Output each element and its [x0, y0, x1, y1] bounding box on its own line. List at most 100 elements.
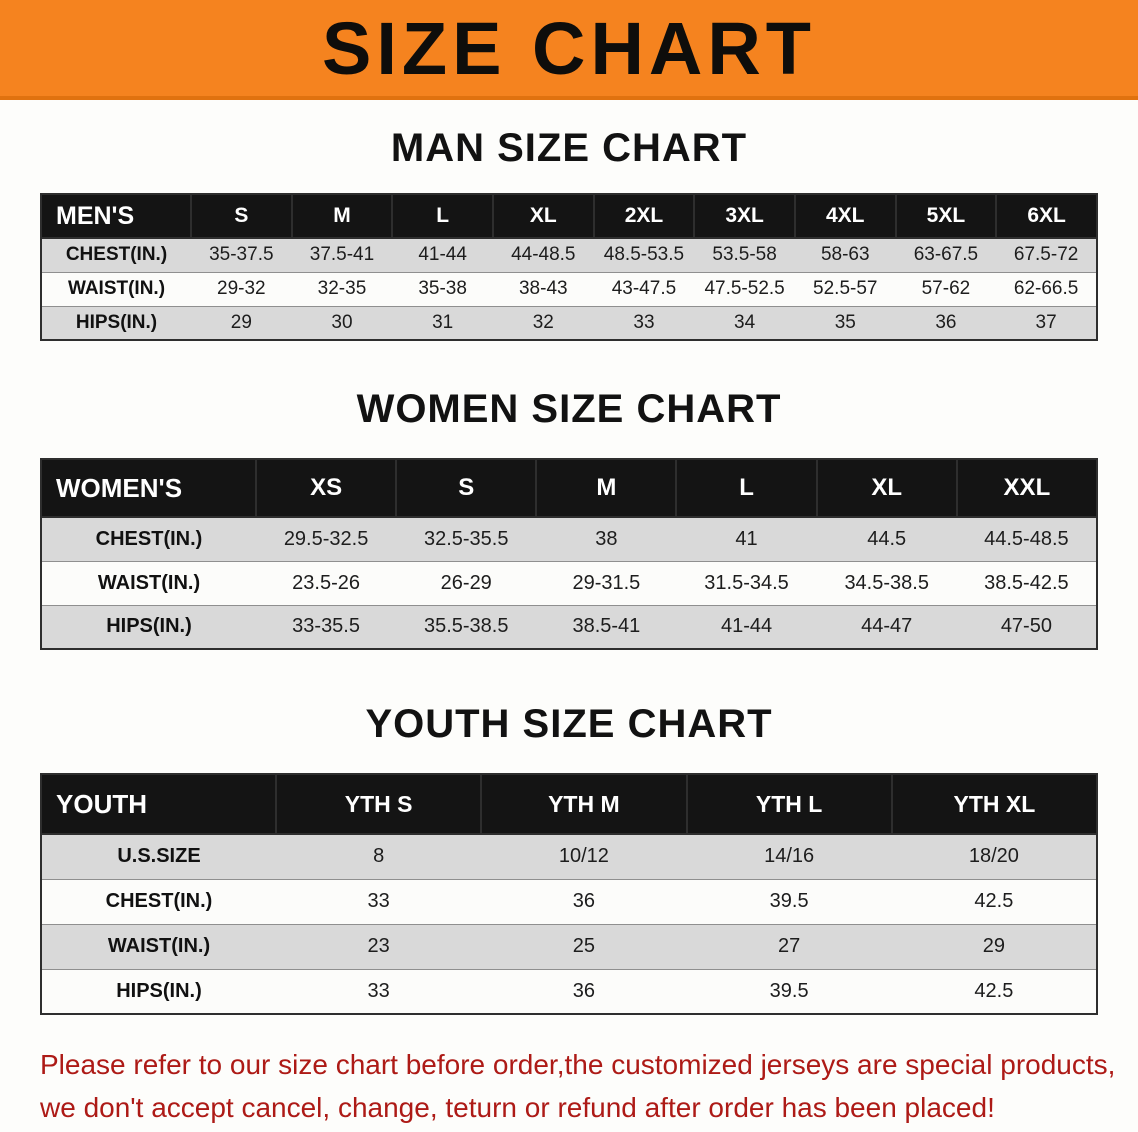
- data-cell: 41: [676, 516, 817, 562]
- size-header-cell: 4XL: [793, 193, 897, 239]
- data-cell: 33: [276, 968, 482, 1015]
- data-cell: 34: [694, 305, 795, 341]
- data-cell: 63-67.5: [895, 237, 997, 273]
- data-cell: 29: [191, 305, 292, 341]
- data-cell: 44-48.5: [492, 237, 594, 273]
- row-label-cell: WAIST(IN.): [41, 560, 256, 606]
- data-cell: 32: [492, 305, 594, 341]
- data-cell: 23: [276, 923, 482, 970]
- row-label-cell: CHEST(IN.): [41, 878, 276, 925]
- row-label-cell: CHEST(IN.): [41, 237, 191, 273]
- data-cell: 36: [481, 968, 687, 1015]
- table-header-row: MEN'S S M L XL 2XL 3XL 4XL 5XL 6XL: [40, 193, 1098, 239]
- data-cell: 36: [481, 878, 687, 925]
- data-cell: 47.5-52.5: [694, 271, 795, 307]
- data-cell: 8: [276, 833, 482, 880]
- data-cell: 33: [593, 305, 695, 341]
- table-row: WAIST(IN.) 23 25 27 29: [41, 923, 1097, 970]
- data-cell: 35: [794, 305, 896, 341]
- data-cell: 62-66.5: [996, 271, 1097, 307]
- data-cell: 29: [891, 923, 1097, 970]
- table-row: U.S.SIZE 8 10/12 14/16 18/20: [41, 833, 1097, 880]
- data-cell: 48.5-53.5: [593, 237, 695, 273]
- size-header-cell: YTH S: [274, 773, 483, 835]
- data-cell: 31: [392, 305, 493, 341]
- row-label-cell: U.S.SIZE: [41, 833, 276, 880]
- data-cell: 37: [996, 305, 1097, 341]
- data-cell: 44.5: [816, 516, 957, 562]
- row-label-cell: CHEST(IN.): [41, 516, 256, 562]
- size-header-cell: 3XL: [693, 193, 796, 239]
- data-cell: 38.5-42.5: [956, 560, 1097, 606]
- youth-section: YOUTH SIZE CHART YOUTH YTH S YTH M YTH L YTH…: [0, 702, 1138, 1015]
- men-section: MAN SIZE CHART MEN'S S M L XL 2XL 3XL 4XL 5XL 6XL…: [0, 126, 1138, 341]
- size-header-cell: M: [535, 458, 678, 518]
- table-row: HIPS(IN.) 29 30 31 32 33 34 35 36 37: [41, 305, 1097, 341]
- table-row: CHEST(IN.) 33 36 39.5 42.5: [41, 878, 1097, 925]
- data-cell: 30: [291, 305, 393, 341]
- data-cell: 53.5-58: [694, 237, 795, 273]
- row-label-cell: HIPS(IN.): [41, 305, 191, 341]
- table-row: HIPS(IN.) 33-35.5 35.5-38.5 38.5-41 41-44 44-…: [41, 604, 1097, 650]
- data-cell: 35.5-38.5: [396, 604, 537, 650]
- size-header-cell: M: [290, 193, 394, 239]
- disclaimer-line-2: we don't accept cancel, change, teturn o…: [40, 1092, 995, 1124]
- data-cell: 33-35.5: [256, 604, 397, 650]
- size-header-cell: YTH L: [685, 773, 893, 835]
- data-cell: 36: [895, 305, 997, 341]
- size-header-cell: YTH M: [480, 773, 688, 835]
- row-label-cell: WAIST(IN.): [41, 923, 276, 970]
- table-row: CHEST(IN.) 29.5-32.5 32.5-35.5 38 41 44.5 44.5…: [41, 516, 1097, 562]
- data-cell: 27: [686, 923, 892, 970]
- table-row: HIPS(IN.) 33 36 39.5 42.5: [41, 968, 1097, 1015]
- youth-size-table: YOUTH YTH S YTH M YTH L YTH XL U.S.SIZE 8 10/12…: [40, 773, 1099, 1015]
- table-row: WAIST(IN.) 23.5-26 26-29 29-31.5 31.5-34.5 34…: [41, 560, 1097, 606]
- size-header-cell: XS: [254, 458, 398, 518]
- data-cell: 26-29: [396, 560, 537, 606]
- table-title-cell: YOUTH: [40, 773, 277, 835]
- data-cell: 29-31.5: [536, 560, 677, 606]
- data-cell: 32-35: [291, 271, 393, 307]
- women-section-heading: WOMEN SIZE CHART: [356, 387, 782, 431]
- data-cell: 35-38: [392, 271, 493, 307]
- data-cell: 25: [481, 923, 687, 970]
- size-header-cell: 5XL: [894, 193, 998, 239]
- table-title-cell: MEN'S: [40, 193, 192, 239]
- data-cell: 18/20: [891, 833, 1097, 880]
- data-cell: 41-44: [392, 237, 493, 273]
- size-header-cell: L: [675, 458, 818, 518]
- banner-title: SIZE CHART: [322, 6, 816, 90]
- data-cell: 39.5: [686, 968, 892, 1015]
- size-header-cell: 2XL: [592, 193, 696, 239]
- table-header-row: YOUTH YTH S YTH M YTH L YTH XL: [40, 773, 1099, 835]
- row-label-cell: HIPS(IN.): [41, 968, 276, 1015]
- disclaimer: Please refer to our size chart before or…: [40, 1043, 1138, 1130]
- table-row: CHEST(IN.) 35-37.5 37.5-41 41-44 44-48.5 48.5…: [41, 237, 1097, 273]
- size-header-cell: S: [190, 193, 293, 239]
- data-cell: 57-62: [895, 271, 997, 307]
- size-header-cell: YTH XL: [890, 773, 1099, 835]
- data-cell: 38: [536, 516, 677, 562]
- size-header-cell: XXL: [955, 458, 1099, 518]
- youth-section-heading: YOUTH SIZE CHART: [365, 702, 773, 746]
- men-section-heading: MAN SIZE CHART: [390, 126, 748, 170]
- row-label-cell: HIPS(IN.): [41, 604, 256, 650]
- data-cell: 42.5: [891, 968, 1097, 1015]
- size-header-cell: 6XL: [995, 193, 1098, 239]
- disclaimer-line-1: Please refer to our size chart before or…: [40, 1049, 1116, 1080]
- data-cell: 31.5-34.5: [676, 560, 817, 606]
- data-cell: 67.5-72: [996, 237, 1097, 273]
- data-cell: 43-47.5: [593, 271, 695, 307]
- table-row: WAIST(IN.) 29-32 32-35 35-38 38-43 43-47.5 47.…: [41, 271, 1097, 307]
- table-header-row: WOMEN'S XS S M L XL XXL: [40, 458, 1099, 518]
- data-cell: 47-50: [956, 604, 1097, 650]
- data-cell: 32.5-35.5: [396, 516, 537, 562]
- data-cell: 41-44: [676, 604, 817, 650]
- data-cell: 23.5-26: [256, 560, 397, 606]
- data-cell: 38.5-41: [536, 604, 677, 650]
- data-cell: 44-47: [816, 604, 957, 650]
- size-header-cell: XL: [815, 458, 958, 518]
- data-cell: 29-32: [191, 271, 292, 307]
- size-chart-banner: SIZE CHART: [0, 0, 1138, 100]
- data-cell: 14/16: [686, 833, 892, 880]
